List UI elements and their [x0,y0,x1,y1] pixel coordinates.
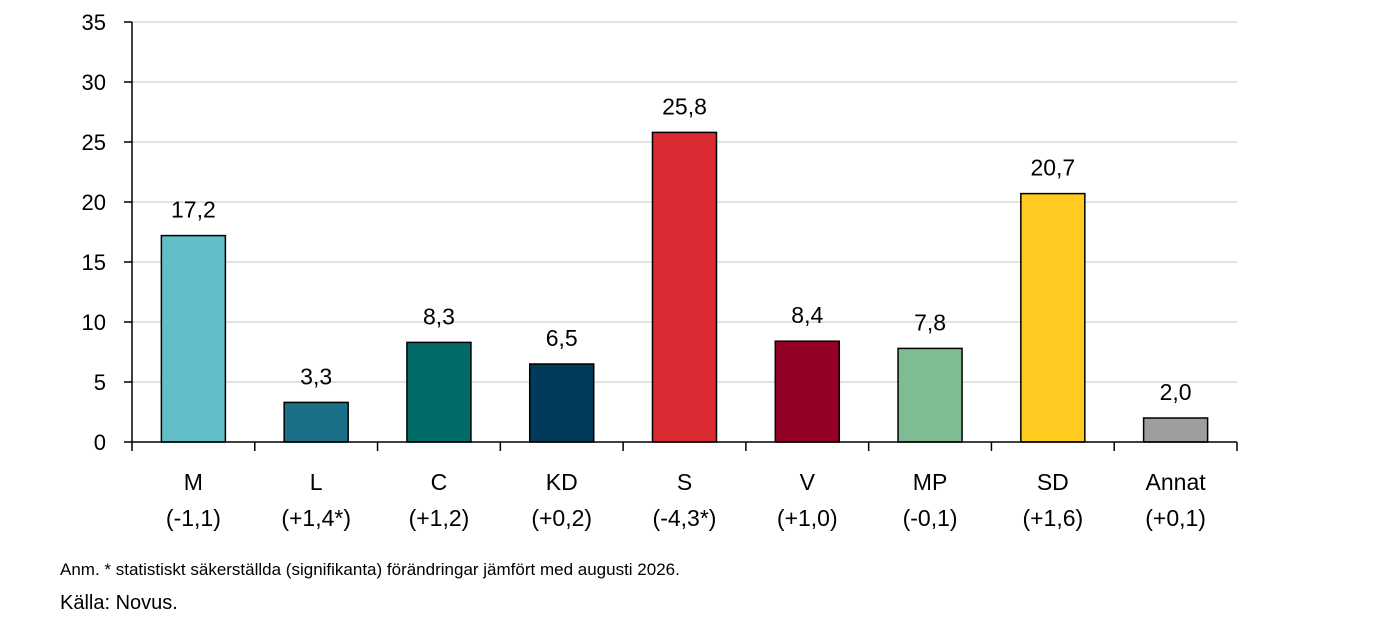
bar-c [406,341,472,443]
category-change-label: (+1,0) [777,505,838,531]
category-change-label: (+1,6) [1022,505,1083,531]
bar-s [651,131,718,443]
bar-annat [1142,417,1209,443]
source-label: Källa: Novus. [60,592,178,614]
data-label: 20,7 [1030,155,1075,181]
bar-l [283,401,349,443]
data-label: 7,8 [914,309,946,335]
category-change-label: (+0,1) [1145,505,1206,531]
category-label: SD [1037,469,1069,495]
data-label: 3,3 [300,363,332,389]
footnote: Anm. * statistiskt säkerställda (signifi… [60,560,680,579]
category-label: KD [546,469,578,495]
category-label: M [184,469,203,495]
category-label: L [310,469,323,495]
category-change-label: (+0,2) [531,505,592,531]
y-tick-label: 35 [82,10,106,35]
bar-sd [1020,192,1086,443]
data-label: 17,2 [171,197,216,223]
bar-m [160,234,227,443]
category-label: Annat [1146,469,1207,495]
data-label: 6,5 [546,325,578,351]
category-change-label: (-0,1) [903,505,958,531]
category-label: C [431,469,448,495]
y-tick-label: 20 [82,190,106,215]
data-label: 8,4 [791,302,823,328]
y-tick-label: 15 [82,250,106,275]
bar-mp [897,347,963,443]
category-change-label: (-1,1) [166,505,221,531]
data-label: 8,3 [423,303,455,329]
y-tick-label: 5 [94,370,106,395]
data-label: 2,0 [1160,379,1192,405]
category-change-label: (-4,3*) [653,505,717,531]
y-tick-label: 10 [82,310,106,335]
bar-chart: 0 5 10 15 20 25 30 35 17,2 M (-1,1) 3,3 L (+1,4*) 8,3 C… [82,10,1238,531]
data-label: 25,8 [662,93,707,119]
y-tick-label: 30 [82,70,106,95]
category-change-label: (+1,4*) [281,505,351,531]
category-label: MP [913,469,948,495]
category-label: V [800,469,816,495]
y-tick-label: 0 [94,430,106,455]
y-tick-label: 25 [82,130,106,155]
category-label: S [677,469,692,495]
bar-v [774,340,841,443]
category-change-label: (+1,2) [409,505,470,531]
bar-kd [528,363,595,443]
